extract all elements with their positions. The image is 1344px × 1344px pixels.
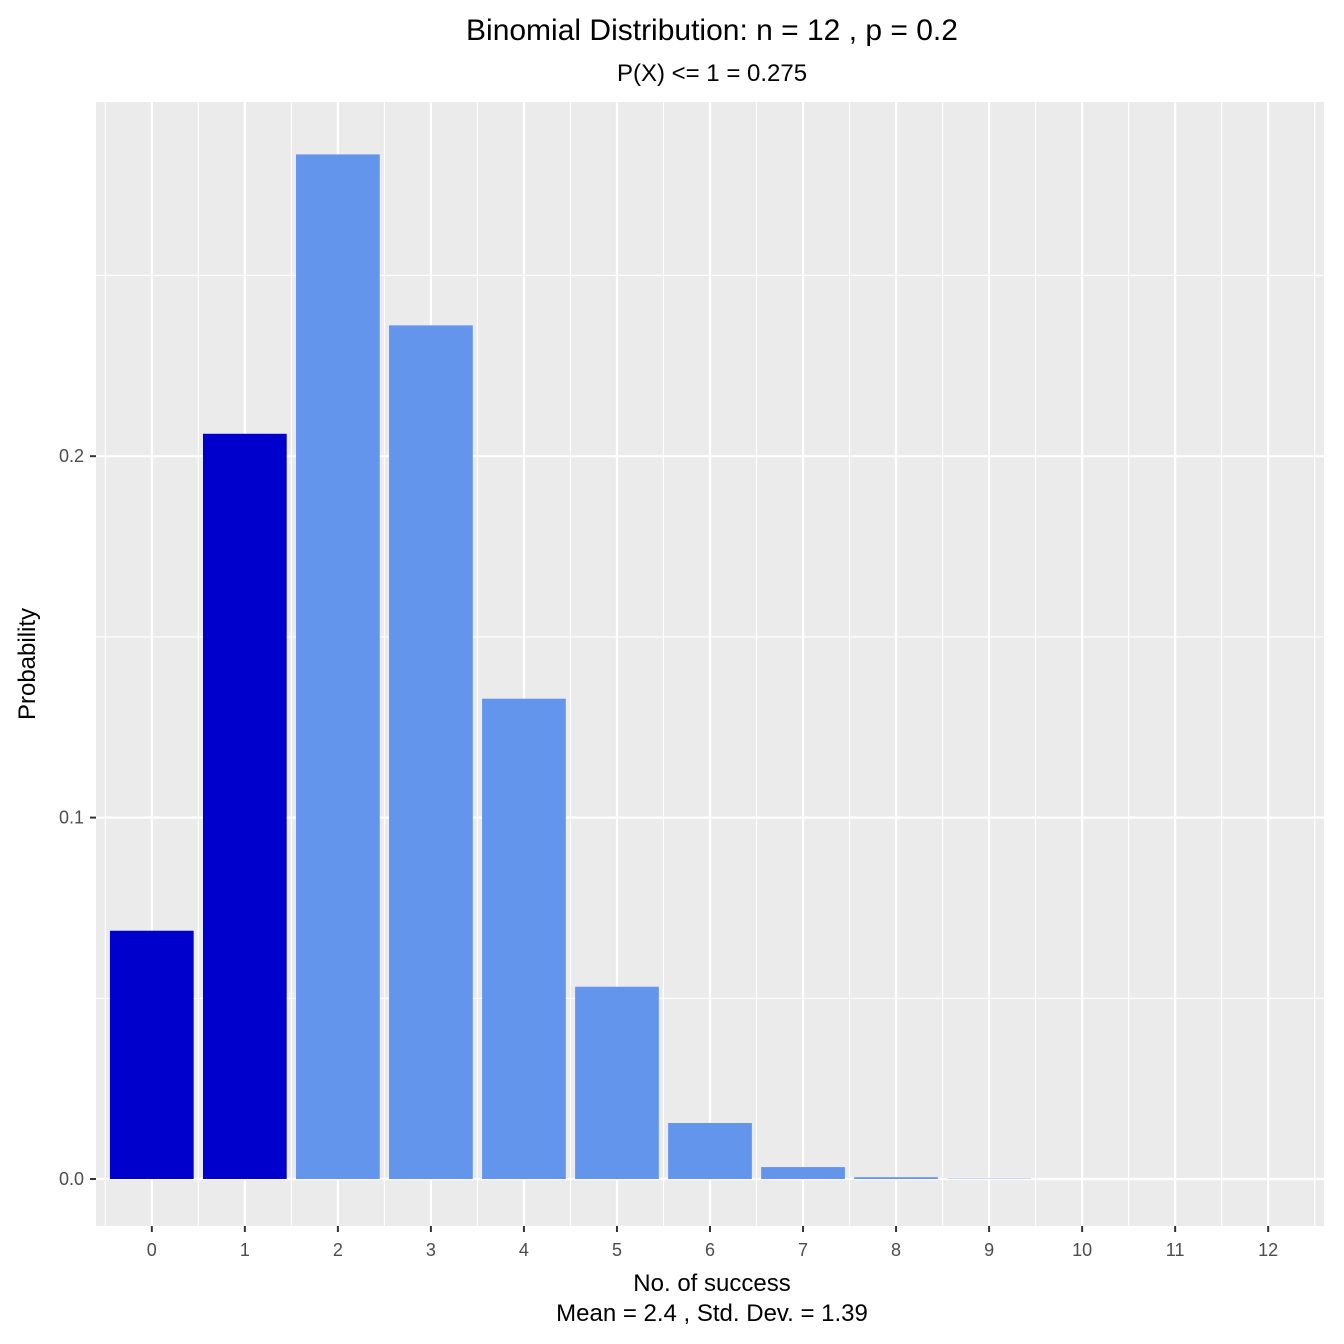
chart-title: Binomial Distribution: n = 12 , p = 0.2 xyxy=(466,14,958,47)
x-tick-label: 9 xyxy=(984,1240,994,1260)
y-tick-label: 0.1 xyxy=(59,808,84,828)
bars xyxy=(109,154,1031,1180)
x-tick-label: 12 xyxy=(1258,1240,1278,1260)
bar-3 xyxy=(389,325,473,1180)
bar-4 xyxy=(482,698,566,1180)
x-tick-label: 11 xyxy=(1166,1240,1185,1260)
y-tick-label: 0.2 xyxy=(59,446,84,466)
x-axis-subtitle: Mean = 2.4 , Std. Dev. = 1.39 xyxy=(556,1300,868,1327)
x-tick-label: 5 xyxy=(612,1240,622,1260)
bar-8 xyxy=(854,1177,938,1180)
x-axis-title: No. of success xyxy=(633,1270,790,1297)
y-tick-label: 0.0 xyxy=(59,1169,84,1189)
x-tick-label: 10 xyxy=(1072,1240,1092,1260)
x-tick-label: 2 xyxy=(333,1240,343,1260)
x-tick-label: 1 xyxy=(240,1240,250,1260)
x-tick-label: 6 xyxy=(705,1240,715,1260)
bar-6 xyxy=(668,1122,752,1180)
axes: 0.00.10.20 1 2 3 4 5 6 7 8 9 10 11 12 xyxy=(59,446,1278,1260)
x-tick-label: 7 xyxy=(798,1240,808,1260)
bar-7 xyxy=(761,1167,845,1180)
bar-1 xyxy=(202,433,287,1180)
x-tick-label: 3 xyxy=(426,1240,436,1260)
y-axis-title: Probability xyxy=(14,608,41,720)
x-tick-label: 4 xyxy=(519,1240,529,1260)
bar-0 xyxy=(109,930,194,1180)
bar-5 xyxy=(575,986,659,1180)
chart-subtitle: P(X) <= 1 = 0.275 xyxy=(617,60,807,87)
x-tick-label: 8 xyxy=(891,1240,901,1260)
bar-2 xyxy=(296,154,380,1180)
x-tick-label: 0 xyxy=(147,1240,157,1260)
